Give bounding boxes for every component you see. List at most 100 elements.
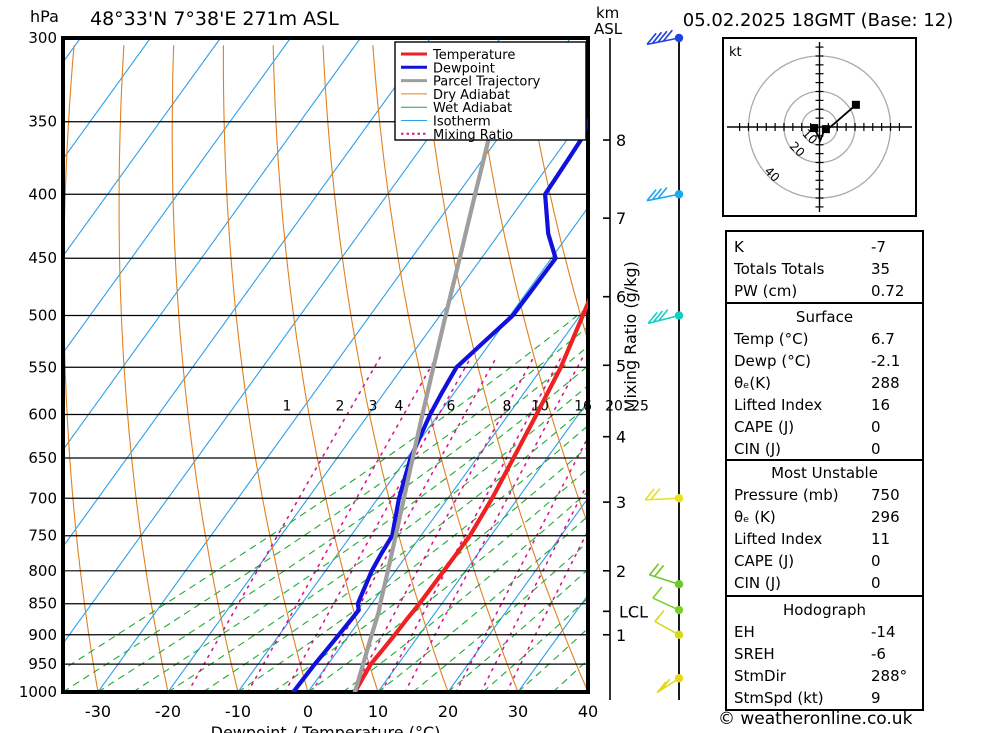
mixing-ratio-labels: 1 2 3 4 6 8 10 16 20 25 <box>283 399 649 415</box>
dry-adiabat-line <box>6 45 28 692</box>
wet-adiabat-line <box>938 45 1000 692</box>
wind-barb <box>646 186 684 202</box>
wet-adiabat-line <box>97 345 588 692</box>
legend-label: Wet Adiabat <box>433 101 512 116</box>
surface-row-value: 0 <box>871 440 881 458</box>
most-unstable-title: Most Unstable <box>771 464 878 482</box>
wet-adiabat-line <box>482 597 588 692</box>
wet-adiabat-line <box>132 365 588 692</box>
height-tick-label: 2 <box>616 562 626 581</box>
dry-adiabat-line <box>970 45 1000 692</box>
wet-adiabat-line <box>272 445 588 692</box>
hodograph-marker <box>810 124 819 133</box>
legend-label: Parcel Trajectory <box>433 75 541 90</box>
hodograph-marker <box>851 100 860 109</box>
mixing-ratio-line <box>247 356 437 692</box>
wet-adiabat-line <box>237 424 588 692</box>
temperature-tick-label: -20 <box>155 702 181 721</box>
height-tick-label: 7 <box>616 209 626 228</box>
wet-adiabat-line <box>342 490 588 692</box>
pressure-unit-label: hPa <box>30 7 59 26</box>
pressure-tick-label: 350 <box>28 113 57 131</box>
temperature-tick-label: -10 <box>225 702 251 721</box>
temperature-tick-label: 30 <box>508 702 528 721</box>
height-unit-label: km <box>596 4 619 22</box>
indices-row-value: -7 <box>871 238 886 256</box>
dry-adiabat-line <box>171 45 239 692</box>
mixing-ratio-label: 3 <box>369 399 378 415</box>
hodograph-unit-label: kt <box>729 45 742 60</box>
mixing-ratio-line <box>480 481 588 692</box>
hodograph-stats-row-value: 9 <box>871 689 881 707</box>
isotherm-line <box>447 497 588 692</box>
temperature-tick-label: 10 <box>368 702 388 721</box>
legend-label: Mixing Ratio <box>433 128 513 143</box>
isotherm-line <box>167 109 588 692</box>
wind-barb <box>652 586 684 615</box>
most-unstable-row-label: Lifted Index <box>734 530 822 548</box>
dry-adiabat-line <box>63 45 99 692</box>
dry-adiabat-line <box>372 45 519 692</box>
hodograph-stats-title: Hodograph <box>783 601 866 619</box>
sounding-traces <box>291 117 588 692</box>
isotherm-line <box>63 38 221 257</box>
dry-adiabat-line <box>322 45 449 692</box>
mixing-ratio-label: 16 <box>574 399 592 415</box>
wind-barb-column <box>644 29 684 700</box>
surface-row-value: 6.7 <box>871 330 895 348</box>
wind-barb <box>644 488 684 503</box>
pressure-tick-label: 800 <box>28 562 57 580</box>
height-tick-label: 5 <box>616 356 626 375</box>
pressure-tick-label: 850 <box>28 595 57 613</box>
mixing-ratio-line <box>455 435 588 692</box>
datetime-title: 05.02.2025 18GMT (Base: 12) <box>683 10 953 31</box>
mixing-ratio-line <box>187 356 381 692</box>
isotherm-line <box>63 38 291 354</box>
legend-label: Dewpoint <box>433 61 495 76</box>
pressure-tick-label: 1000 <box>19 683 57 701</box>
height-tick-label: 1 <box>616 626 626 645</box>
most-unstable-row-value: 296 <box>871 508 900 526</box>
hodograph-stats-row-value: 288° <box>871 667 907 685</box>
height-tick-label: 3 <box>616 493 626 512</box>
most-unstable-row-label: CAPE (J) <box>734 552 794 570</box>
indices-row-label: K <box>734 238 745 256</box>
wind-barb <box>648 563 684 589</box>
temperature-tick-label: -30 <box>85 702 111 721</box>
temperature-tick-label: 0 <box>303 702 313 721</box>
indices-row-label: PW (cm) <box>734 282 797 300</box>
most-unstable-row-label: Pressure (mb) <box>734 486 839 504</box>
pressure-tick-label: 950 <box>28 655 57 673</box>
hodograph-stats-row-value: -14 <box>871 623 896 641</box>
hodograph-marker <box>821 125 830 134</box>
wind-barb <box>647 309 684 325</box>
height-tick-label: 8 <box>616 131 626 150</box>
surface-row-value: -2.1 <box>871 352 900 370</box>
surface-row-value: 16 <box>871 396 890 414</box>
surface-row-label: Temp (°C) <box>733 330 808 348</box>
station-title: 48°33'N 7°38'E 271m ASL <box>90 8 339 30</box>
legend-box <box>394 41 587 141</box>
mixing-ratio-line <box>351 356 535 692</box>
pressure-tick-label: 650 <box>28 449 57 467</box>
hodograph-stats-row-value: -6 <box>871 645 886 663</box>
height-tick-label: 6 <box>616 288 626 307</box>
isotherm-line <box>63 38 501 645</box>
pressure-tick-label: 300 <box>28 29 57 47</box>
wet-adiabat-line <box>167 384 588 692</box>
wind-barb <box>646 29 684 46</box>
mixing-ratio-line <box>284 356 472 692</box>
series-temperature <box>352 297 588 692</box>
dry-adiabat-line <box>471 45 588 526</box>
temperature-axis: -30 -20 -10 0 10 20 30 40 Dewpoint / Temperature… <box>85 702 598 733</box>
temperature-tick-label: 40 <box>578 702 598 721</box>
wind-barb <box>654 610 684 639</box>
height-tick-label: 4 <box>616 428 626 447</box>
isotherm-line <box>0 38 11 692</box>
isotherm-line <box>97 38 571 692</box>
copyright-label: © weatheronline.co.uk <box>718 709 913 729</box>
pressure-tick-label: 400 <box>28 185 57 203</box>
mixing-ratio-label: 4 <box>395 399 404 415</box>
